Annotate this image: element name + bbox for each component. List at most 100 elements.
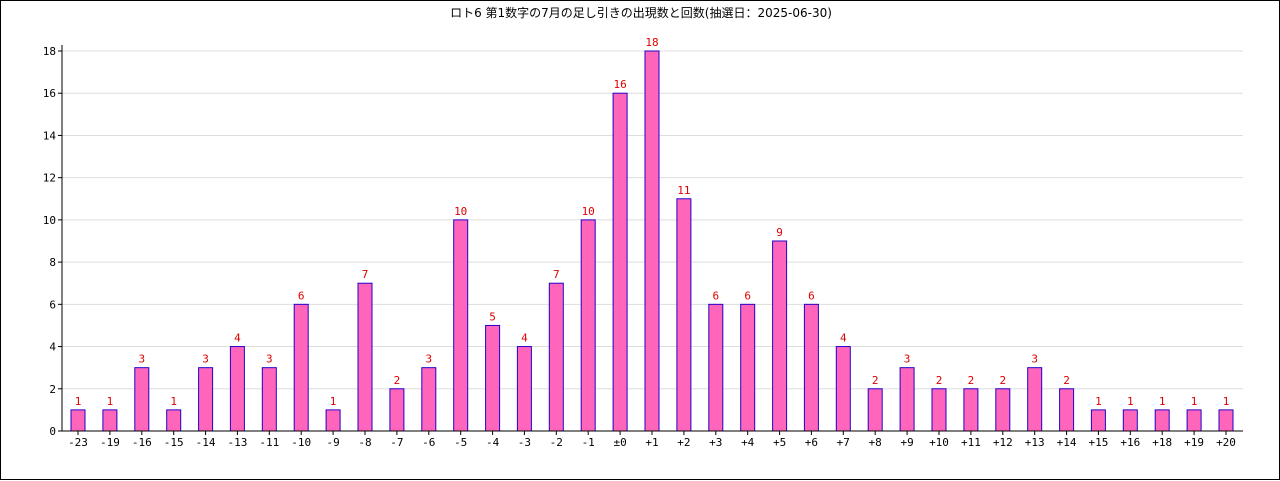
- bar: [963, 388, 979, 432]
- bar: [899, 367, 915, 432]
- value-label: 6: [298, 289, 305, 302]
- x-tick-label: -11: [259, 436, 279, 449]
- value-label: 7: [362, 268, 369, 281]
- bar: [676, 198, 692, 432]
- value-label: 7: [553, 268, 560, 281]
- bar: [1218, 409, 1234, 432]
- value-label: 6: [808, 289, 815, 302]
- x-tick-label: +8: [869, 436, 882, 449]
- value-label: 1: [75, 395, 82, 408]
- bar: [803, 303, 819, 432]
- x-tick-label: +6: [805, 436, 818, 449]
- value-label: 3: [138, 353, 145, 366]
- x-tick-label: +10: [929, 436, 949, 449]
- value-label: 3: [904, 353, 911, 366]
- x-tick-label: +18: [1152, 436, 1172, 449]
- value-label: 2: [968, 374, 975, 387]
- bar: [644, 50, 660, 432]
- x-tick-label: +1: [645, 436, 658, 449]
- value-label: 1: [330, 395, 337, 408]
- x-tick-label: +12: [993, 436, 1013, 449]
- x-tick-label: +14: [1057, 436, 1077, 449]
- bar: [1122, 409, 1138, 432]
- value-label: 1: [1159, 395, 1166, 408]
- y-tick-label: 18: [43, 45, 56, 58]
- x-tick-label: -23: [68, 436, 88, 449]
- bar: [612, 92, 628, 432]
- bar: [198, 367, 214, 432]
- value-label: 2: [394, 374, 401, 387]
- x-tick-label: +16: [1120, 436, 1140, 449]
- bar: [229, 346, 245, 432]
- bar: [1186, 409, 1202, 432]
- value-label: 3: [202, 353, 209, 366]
- bar: [580, 219, 596, 432]
- x-axis-ticks: -23 -19 -16 -15 -14 -13 -11 -10 -9 -8 -7 -6 -5 -4 -3 -2…: [68, 431, 1236, 449]
- x-tick-label: ±0: [613, 436, 626, 449]
- value-label: 9: [776, 226, 783, 239]
- x-tick-label: +4: [741, 436, 755, 449]
- value-label: 5: [489, 310, 496, 323]
- bar: [134, 367, 150, 432]
- x-tick-label: -4: [486, 436, 500, 449]
- bar: [708, 303, 724, 432]
- x-tick-label: -7: [390, 436, 403, 449]
- x-tick-label: +15: [1088, 436, 1108, 449]
- bar: [293, 303, 309, 432]
- bars: [70, 50, 1234, 432]
- bar: [325, 409, 341, 432]
- x-tick-label: +2: [677, 436, 690, 449]
- value-label: 2: [1063, 374, 1070, 387]
- bar: [1059, 388, 1075, 432]
- y-tick-label: 16: [43, 87, 56, 100]
- bar: [453, 219, 469, 432]
- x-tick-label: +5: [773, 436, 786, 449]
- value-label: 2: [872, 374, 879, 387]
- bar: [995, 388, 1011, 432]
- x-tick-label: -19: [100, 436, 120, 449]
- x-tick-label: +20: [1216, 436, 1236, 449]
- y-tick-label: 12: [43, 172, 56, 185]
- value-label: 1: [107, 395, 114, 408]
- value-label: 3: [425, 353, 432, 366]
- x-tick-label: -2: [550, 436, 563, 449]
- bar: [1027, 367, 1043, 432]
- bar: [1154, 409, 1170, 432]
- bar: [261, 367, 277, 432]
- value-label: 4: [840, 332, 847, 345]
- value-label: 1: [1191, 395, 1198, 408]
- value-label: 2: [936, 374, 943, 387]
- x-tick-label: +13: [1025, 436, 1045, 449]
- value-label: 2: [999, 374, 1006, 387]
- value-label: 1: [170, 395, 177, 408]
- bar: [166, 409, 182, 432]
- x-tick-label: -15: [164, 436, 184, 449]
- x-tick-label: +11: [961, 436, 981, 449]
- bar: [485, 324, 501, 432]
- x-tick-label: -10: [291, 436, 311, 449]
- x-tick-label: -13: [227, 436, 247, 449]
- chart-title: ロト6 第1数字の7月の足し引きの出現数と回数(抽選日：2025-06-30): [450, 5, 832, 20]
- value-label: 1: [1127, 395, 1134, 408]
- bar: [740, 303, 756, 432]
- bar: [867, 388, 883, 432]
- value-label: 11: [677, 184, 690, 197]
- x-tick-label: -8: [358, 436, 371, 449]
- bar: [389, 388, 405, 432]
- value-label: 6: [712, 289, 719, 302]
- value-label: 1: [1223, 395, 1230, 408]
- value-label: 6: [744, 289, 751, 302]
- x-tick-label: -5: [454, 436, 467, 449]
- y-tick-label: 10: [43, 214, 56, 227]
- bar: [357, 282, 373, 432]
- x-tick-label: +9: [900, 436, 913, 449]
- y-axis-ticks: 0 2 4 6 8 10 12 14 16 18: [43, 45, 62, 438]
- x-tick-label: -6: [422, 436, 435, 449]
- value-label: 4: [234, 332, 241, 345]
- y-tick-label: 14: [43, 129, 57, 142]
- bar: [548, 282, 564, 432]
- value-label: 18: [645, 36, 658, 49]
- bar: [421, 367, 437, 432]
